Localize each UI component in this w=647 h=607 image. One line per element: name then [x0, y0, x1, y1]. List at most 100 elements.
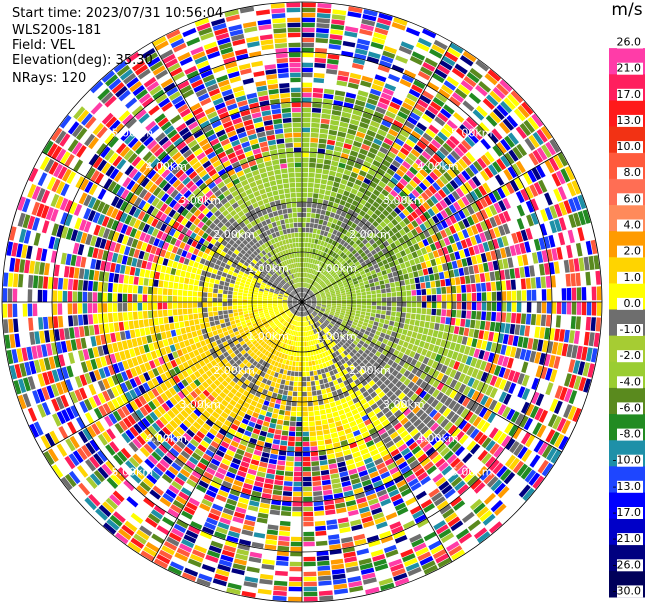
ppi-gate	[445, 376, 453, 386]
ppi-gate	[504, 422, 514, 434]
ppi-gate	[411, 265, 418, 272]
ppi-gate	[524, 266, 530, 278]
ppi-gate	[387, 193, 395, 202]
ppi-gate	[436, 287, 442, 295]
ppi-gate	[335, 309, 341, 312]
ppi-gate	[544, 207, 553, 221]
ppi-gate	[274, 383, 280, 389]
ppi-gate	[332, 346, 337, 352]
ppi-gate	[425, 315, 431, 322]
ppi-gate	[354, 329, 360, 334]
ppi-gate	[423, 429, 433, 439]
ppi-gate	[346, 237, 352, 244]
ppi-gate	[484, 272, 491, 282]
ppi-gate	[303, 586, 318, 592]
ppi-gate	[425, 350, 433, 358]
ppi-gate	[441, 286, 447, 294]
ppi-gate	[336, 80, 348, 87]
ppi-gate	[396, 401, 405, 409]
ppi-gate	[298, 371, 302, 377]
ppi-gate	[404, 31, 419, 41]
ppi-gate	[360, 261, 367, 267]
ppi-gate	[473, 245, 480, 255]
ppi-gate	[372, 325, 378, 330]
ppi-gate	[545, 368, 553, 381]
ppi-gate	[432, 389, 440, 398]
ppi-gate	[360, 337, 367, 343]
ppi-gate	[342, 369, 348, 375]
ppi-gate	[586, 286, 592, 301]
ppi-gate	[314, 283, 319, 288]
ppi-gate	[472, 416, 482, 427]
ppi-gate	[480, 253, 487, 263]
ppi-gate	[387, 230, 395, 237]
ppi-gate	[498, 379, 507, 390]
ppi-gate	[324, 271, 329, 276]
ppi-gate	[349, 240, 355, 246]
ppi-gate	[457, 220, 466, 230]
ppi-gate	[321, 174, 329, 180]
ppi-gate	[519, 123, 532, 137]
ppi-gate	[451, 285, 457, 294]
ppi-gate	[313, 289, 318, 294]
ppi-gate	[331, 298, 337, 301]
ppi-gate	[583, 378, 592, 393]
ppi-gate	[442, 332, 449, 340]
ppi-gate	[361, 206, 369, 213]
ppi-gate	[471, 129, 483, 141]
ppi-gate	[399, 375, 407, 383]
ppi-gate	[455, 318, 461, 326]
ppi-gate	[416, 302, 422, 308]
ppi-gate	[334, 332, 339, 337]
ppi-gate	[316, 540, 328, 546]
ppi-gate	[328, 275, 333, 280]
ppi-gate	[429, 469, 441, 479]
ppi-gate	[397, 50, 411, 60]
ppi-gate	[417, 70, 431, 81]
ppi-gate	[495, 281, 502, 291]
ppi-gate	[307, 202, 312, 208]
ppi-gate	[451, 190, 461, 201]
ppi-gate	[321, 479, 331, 486]
ppi-gate	[438, 272, 445, 280]
ppi-gate	[310, 243, 314, 249]
ppi-gate	[417, 471, 428, 482]
ppi-gate	[304, 257, 307, 263]
ppi-gate	[383, 379, 391, 386]
ppi-gate	[450, 150, 461, 161]
ppi-gate	[268, 402, 275, 408]
ppi-gate	[512, 397, 521, 410]
ppi-gate	[533, 182, 543, 195]
ppi-gate	[338, 273, 344, 278]
ppi-gate	[588, 332, 595, 347]
ppi-gate	[534, 264, 540, 276]
ppi-gate	[308, 278, 311, 284]
ppi-gate	[379, 353, 386, 360]
ppi-gate	[275, 565, 289, 571]
ppi-gate	[306, 298, 311, 301]
ppi-gate	[525, 313, 532, 325]
ppi-gate	[384, 423, 393, 431]
ppi-gate	[540, 126, 553, 140]
ppi-gate	[322, 252, 327, 258]
ppi-gate	[380, 284, 386, 289]
ppi-gate	[310, 285, 314, 290]
ppi-gate	[531, 377, 540, 390]
ppi-gate	[334, 198, 341, 204]
ppi-gate	[302, 391, 307, 397]
ppi-gate	[446, 286, 452, 294]
ppi-gate	[330, 234, 336, 240]
ppi-gate	[460, 468, 472, 479]
ppi-gate	[318, 280, 323, 285]
ppi-gate	[482, 513, 496, 526]
ppi-gate	[386, 214, 394, 222]
ppi-gate	[539, 352, 546, 366]
ppi-gate	[380, 55, 394, 64]
ppi-gate	[468, 132, 479, 144]
ppi-gate	[302, 257, 305, 262]
ppi-gate	[331, 293, 336, 296]
ppi-gate	[332, 578, 347, 585]
ppi-gate	[548, 157, 560, 172]
ppi-gate	[407, 381, 415, 390]
ppi-gate	[455, 187, 465, 198]
